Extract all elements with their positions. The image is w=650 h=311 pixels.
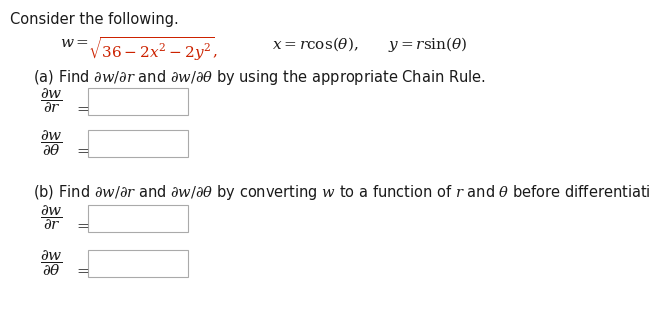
Text: $\dfrac{\partial w}{\partial r}$: $\dfrac{\partial w}{\partial r}$ — [40, 86, 63, 115]
FancyBboxPatch shape — [88, 130, 188, 157]
FancyBboxPatch shape — [88, 88, 188, 115]
Text: $=$: $=$ — [74, 262, 90, 277]
FancyBboxPatch shape — [88, 250, 188, 277]
Text: $=$: $=$ — [74, 217, 90, 232]
Text: (a) Find $\partial w/\partial r$ and $\partial w/\partial\theta$ by using the ap: (a) Find $\partial w/\partial r$ and $\p… — [33, 68, 486, 87]
FancyBboxPatch shape — [88, 205, 188, 232]
Text: $\sqrt{36 - 2x^2 - 2y^2},$: $\sqrt{36 - 2x^2 - 2y^2},$ — [88, 35, 218, 63]
Text: $\dfrac{\partial w}{\partial\theta}$: $\dfrac{\partial w}{\partial\theta}$ — [40, 248, 63, 278]
Text: $\dfrac{\partial w}{\partial r}$: $\dfrac{\partial w}{\partial r}$ — [40, 203, 63, 232]
Text: $\dfrac{\partial w}{\partial\theta}$: $\dfrac{\partial w}{\partial\theta}$ — [40, 128, 63, 158]
Text: $w =$: $w =$ — [60, 35, 89, 50]
Text: $=$: $=$ — [74, 100, 90, 115]
Text: $x = r\cos(\theta),$: $x = r\cos(\theta),$ — [272, 35, 358, 53]
Text: Consider the following.: Consider the following. — [10, 12, 179, 27]
Text: (b) Find $\partial w/\partial r$ and $\partial w/\partial\theta$ by converting $: (b) Find $\partial w/\partial r$ and $\p… — [33, 183, 650, 202]
Text: $=$: $=$ — [74, 142, 90, 157]
Text: $y = r\sin(\theta)$: $y = r\sin(\theta)$ — [388, 35, 467, 54]
